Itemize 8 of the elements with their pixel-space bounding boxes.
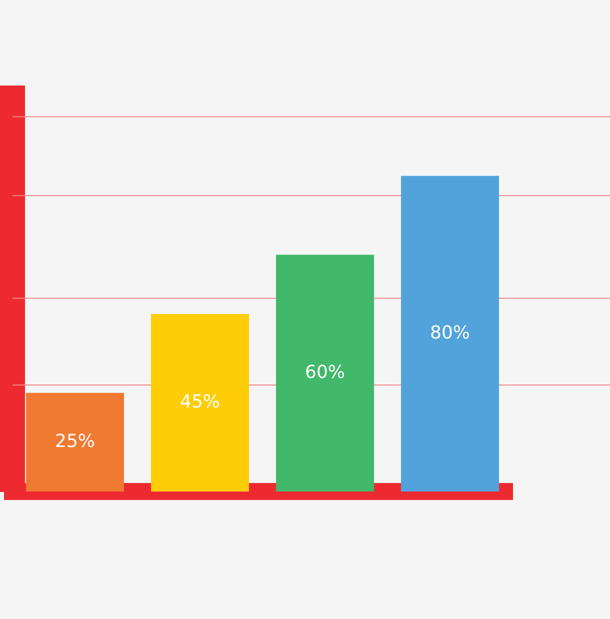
bar — [401, 176, 499, 492]
data-label: 45% — [180, 391, 220, 412]
bar — [276, 254, 374, 492]
bar — [26, 392, 124, 492]
data-label: 80% — [430, 322, 470, 344]
bar — [151, 314, 249, 492]
data-label: 25% — [54, 430, 96, 452]
data-label: 60% — [304, 362, 346, 383]
